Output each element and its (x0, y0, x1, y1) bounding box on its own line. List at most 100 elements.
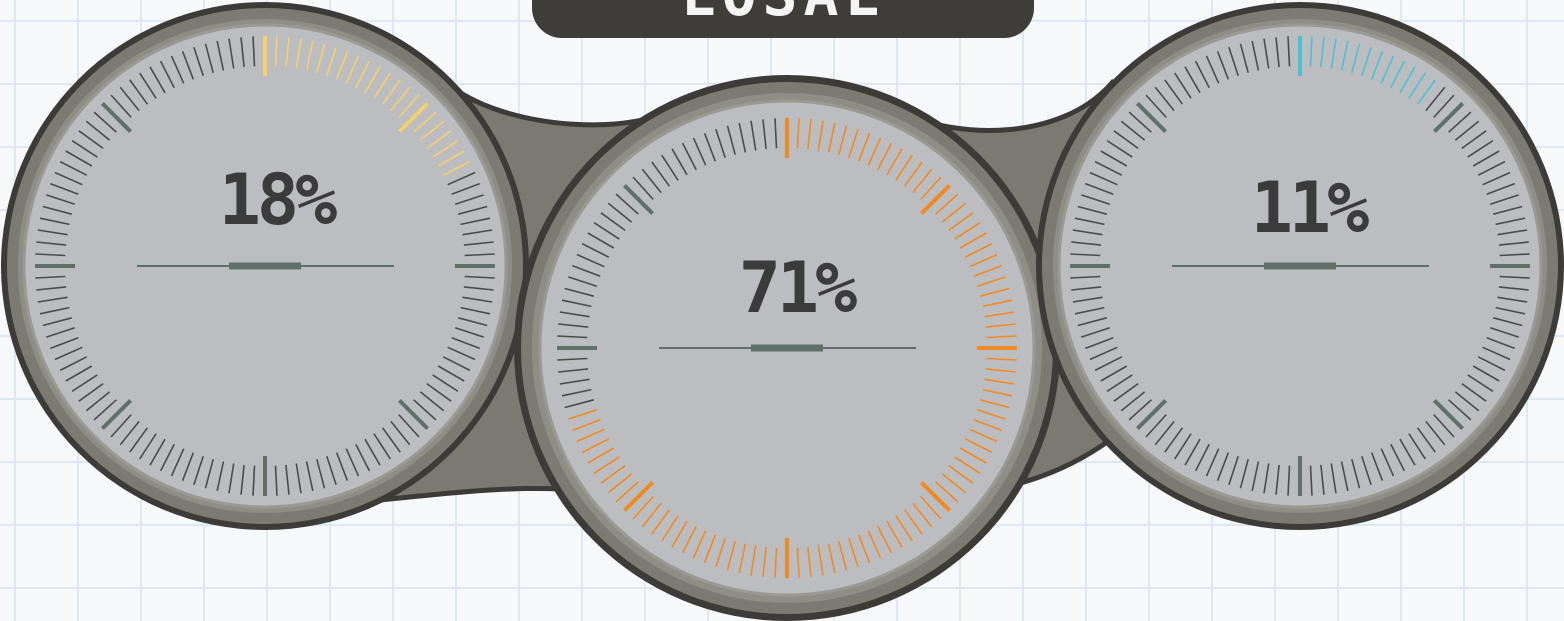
minor-tick (355, 60, 371, 89)
minor-tick (807, 119, 812, 150)
minor-tick (355, 443, 371, 472)
minor-tick (1498, 286, 1529, 291)
minor-tick (838, 540, 848, 571)
minor-tick (796, 547, 800, 578)
minor-tick (54, 346, 83, 361)
major-tick (397, 101, 430, 134)
minor-tick (1416, 79, 1436, 105)
minor-tick (419, 391, 445, 412)
minor-tick (240, 464, 245, 495)
minor-tick (1408, 72, 1426, 99)
minor-tick (1433, 94, 1455, 118)
minor-tick (1482, 171, 1511, 186)
minor-tick (1467, 140, 1494, 158)
minor-tick (1287, 36, 1291, 67)
minor-tick (1380, 55, 1395, 84)
minor-tick (285, 37, 290, 68)
minor-tick (426, 130, 452, 150)
minor-tick (36, 241, 67, 246)
minor-tick (1074, 217, 1105, 226)
minor-tick (295, 463, 302, 494)
minor-tick (1425, 420, 1446, 446)
minor-tick (457, 317, 488, 327)
minor-tick (1390, 60, 1406, 89)
minor-tick (462, 296, 493, 303)
minor-tick (1145, 414, 1167, 438)
minor-tick (886, 148, 903, 176)
minor-tick (39, 217, 70, 226)
minor-tick (437, 365, 465, 382)
minor-tick (976, 276, 1006, 287)
minor-tick (46, 194, 76, 205)
minor-tick (1251, 461, 1260, 492)
minor-tick (305, 461, 314, 492)
minor-tick (381, 427, 401, 453)
minor-tick (581, 242, 610, 258)
minor-tick (1454, 120, 1480, 141)
minor-tick (581, 438, 610, 454)
major-tick (100, 398, 133, 431)
minor-tick (1251, 40, 1260, 71)
minor-tick (1461, 130, 1487, 150)
minor-tick (979, 287, 1010, 297)
minor-tick (1263, 463, 1270, 494)
minor-tick (632, 496, 654, 520)
minor-tick (985, 368, 1016, 373)
minor-tick (1489, 327, 1519, 338)
minor-tick (110, 414, 132, 438)
minor-tick (750, 545, 757, 576)
minor-tick (568, 276, 598, 287)
minor-tick (877, 525, 893, 554)
minor-tick (1081, 327, 1111, 338)
minor-tick (651, 161, 671, 187)
minor-tick (1330, 463, 1337, 494)
minor-tick (432, 374, 459, 392)
minor-tick (973, 418, 1002, 432)
minor-tick (1174, 72, 1192, 99)
minor-tick (170, 55, 185, 84)
minor-tick (661, 515, 679, 542)
minor-tick (345, 448, 360, 477)
minor-tick (982, 299, 1013, 308)
minor-tick (71, 374, 98, 392)
minor-tick (335, 51, 349, 80)
gauge-right-ticks (1070, 36, 1530, 496)
minor-tick (827, 543, 836, 574)
minor-tick (93, 111, 117, 133)
minor-tick (274, 465, 278, 496)
minor-tick (1094, 160, 1123, 176)
minor-tick (979, 399, 1010, 409)
minor-tick (920, 176, 942, 200)
minor-tick (1228, 47, 1239, 77)
minor-tick (715, 537, 726, 567)
minor-tick (1361, 47, 1372, 77)
minor-tick (661, 154, 679, 181)
minor-tick (228, 38, 235, 69)
major-tick (622, 480, 655, 513)
minor-tick (59, 160, 88, 176)
minor-tick (1239, 43, 1249, 74)
minor-tick (827, 122, 836, 153)
minor-tick (857, 534, 871, 563)
minor-tick (1070, 275, 1101, 279)
title-tab: LOSAL (532, 0, 1034, 38)
minor-tick (1495, 306, 1526, 315)
minor-tick (1184, 66, 1201, 94)
minor-tick (50, 336, 79, 350)
major-tick (1432, 101, 1465, 134)
minor-tick (558, 323, 589, 328)
minor-tick (119, 86, 140, 112)
minor-tick (982, 388, 1013, 397)
minor-tick (37, 229, 68, 236)
minor-tick (364, 66, 381, 94)
minor-tick (738, 122, 747, 153)
minor-tick (1433, 414, 1455, 438)
minor-tick (587, 447, 615, 464)
major-tick (919, 183, 952, 216)
minor-tick (1492, 205, 1523, 215)
minor-tick (632, 176, 654, 200)
minor-tick (1074, 306, 1105, 315)
minor-tick (867, 530, 882, 559)
minor-tick (1089, 346, 1118, 361)
